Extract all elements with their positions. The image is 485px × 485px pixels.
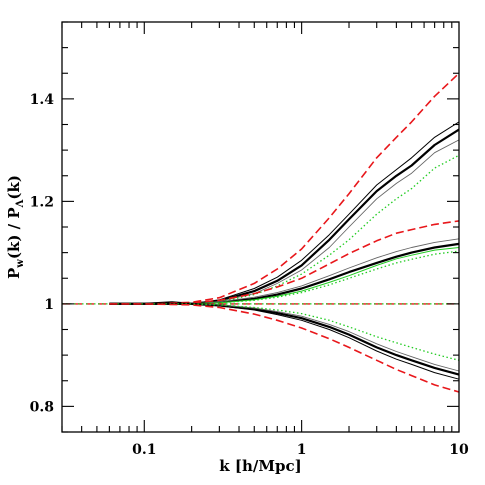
ticks-layer: 0.1 1 10 0.8 1 1.2 1.4 (30, 21, 469, 458)
series-line-8 (109, 250, 460, 305)
x-tick-label: 1 (297, 442, 307, 458)
y-axis-label: Pw(k) / PΛ(k) (5, 175, 26, 279)
y-tick-label: 1.4 (30, 92, 55, 108)
x-tick-label: 10 (449, 442, 469, 458)
y-axis-label-mid: (k) / P (5, 207, 23, 259)
series-line-9 (109, 220, 460, 305)
series-line-4 (109, 72, 460, 305)
y-axis-label-sub2: Λ (15, 199, 26, 208)
series-layer (62, 72, 460, 393)
y-tick-label: 0.8 (30, 399, 54, 415)
y-tick-label: 1 (44, 297, 54, 313)
y-axis-label-p1: P (5, 268, 23, 279)
y-axis-label-end: (k) (5, 175, 23, 200)
y-axis-label-sub1: w (15, 259, 26, 269)
x-tick-label: 0.1 (132, 442, 156, 458)
series-line-15 (109, 303, 460, 361)
series-line-14 (109, 303, 460, 380)
y-tick-label: 1.2 (30, 194, 54, 210)
x-axis-label: k [h/Mpc] (219, 457, 301, 475)
series-line-16 (109, 303, 460, 393)
